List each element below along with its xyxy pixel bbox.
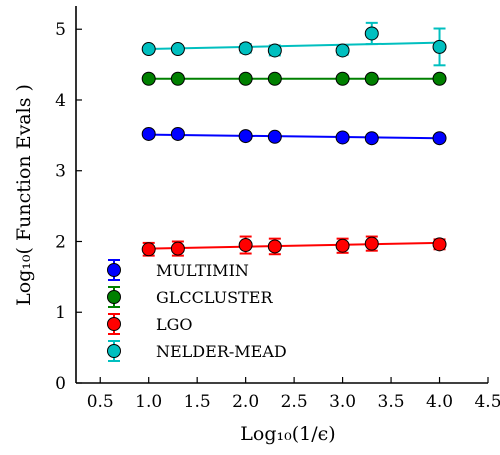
data-point [141,126,156,141]
x-tick-label: 2.5 [281,392,308,412]
error-bars [142,21,446,257]
data-point [432,39,447,54]
y-tick-label: 3 [55,162,66,182]
legend-label: MULTIMIN [156,261,249,280]
data-point [238,129,253,144]
y-axis-label: Log₁₀( Function Evals ) [13,84,35,306]
data-point [432,71,447,86]
x-axis-ticks: 0.5 1.0 1.5 2.0 2.5 3.0 3.5 4.0 4.5 [87,377,500,412]
legend-marker [107,317,121,331]
y-tick-label: 0 [55,374,66,394]
legend-label: NELDER-MEAD [156,342,287,361]
y-tick-label: 1 [55,303,66,323]
x-tick-label: 3.0 [329,392,356,412]
x-tick-label: 4.5 [474,392,500,412]
data-point [267,43,282,58]
data-point [238,41,253,56]
data-point [335,238,350,253]
data-point [238,71,253,86]
data-point [170,241,185,256]
data-point [335,130,350,145]
data-point [141,42,156,57]
x-tick-label: 4.0 [426,392,453,412]
data-point [141,242,156,257]
data-point [364,236,379,251]
data-point [170,42,185,57]
data-point [364,26,379,41]
data-point [267,129,282,144]
data-point [170,126,185,141]
data-point [267,239,282,254]
y-tick-label: 4 [55,91,66,111]
legend-marker [107,290,121,304]
fit-line [148,241,440,250]
legend: MULTIMIN GLCCLUSTER LGO NELDER-MEAD [107,259,287,362]
y-axis-ticks: 0 1 2 3 4 5 [55,20,82,394]
data-point [364,71,379,86]
x-tick-label: 2.0 [232,392,259,412]
data-point [267,71,282,86]
data-point [364,131,379,146]
data-point [238,238,253,253]
x-tick-label: 3.5 [378,392,405,412]
data-point [335,43,350,58]
fit-line [148,41,440,51]
data-point [170,71,185,86]
y-tick-label: 5 [55,20,66,40]
x-tick-label: 1.5 [184,392,211,412]
fit-line [148,133,440,140]
legend-label: LGO [156,315,193,334]
data-point [335,71,350,86]
x-tick-label: 0.5 [87,392,114,412]
x-axis-label: Log₁₀(1/ϵ) [240,423,335,445]
data-points [141,26,447,257]
legend-label: GLCCLUSTER [156,288,273,307]
fit-lines [148,41,440,250]
y-tick-label: 2 [55,232,66,252]
data-point [141,71,156,86]
legend-marker [107,263,121,277]
data-point [432,131,447,146]
x-tick-label: 1.0 [135,392,162,412]
data-point [432,237,447,252]
legend-marker [107,344,121,358]
